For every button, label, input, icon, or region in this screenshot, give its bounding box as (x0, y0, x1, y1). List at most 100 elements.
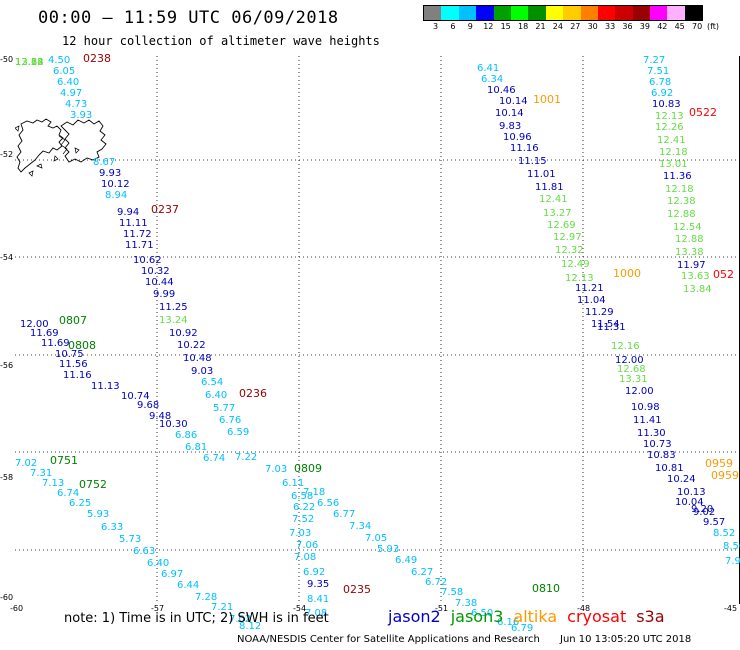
pass-time-label: 1000 (613, 267, 641, 280)
wave-height-value: 12.49 (561, 259, 590, 270)
map-plot-area: 4.50 6.05 6.40 4.97 4.73 3.93 8.67 9.93 10.12 8.9… (15, 52, 740, 634)
wave-height-value: 9.02 (693, 507, 716, 518)
wave-height-value: 9.48 (149, 411, 172, 422)
wave-height-value: 13.24 (159, 315, 188, 326)
wave-height-value: 11.16 (63, 370, 92, 381)
wave-height-value: 11.21 (575, 283, 604, 294)
wave-height-value: 11.16 (510, 143, 539, 154)
legend-swatch (632, 6, 651, 20)
wave-height-value: 12.26 (655, 122, 684, 133)
wave-height-value: 10.81 (655, 463, 684, 474)
legend-swatch (545, 6, 564, 20)
map-canvas (15, 56, 739, 604)
wave-height-value: 9.99 (153, 289, 176, 300)
wave-height-value: 7.28 (195, 592, 218, 603)
wave-height-value: 6.92 (303, 567, 326, 578)
satellite-legend-jason3: jason3 (450, 607, 504, 626)
wave-height-value: 11.13 (91, 381, 120, 392)
footer-timestamp: Jun 10 13:05:20 UTC 2018 (560, 634, 692, 645)
wave-height-value: 6.34 (481, 74, 504, 85)
wave-height-value: 12.54 (673, 222, 702, 233)
wave-height-value: 11.56 (59, 359, 88, 370)
wave-height-value: 7.38 (455, 598, 478, 609)
latitude-label: -50 (0, 55, 14, 64)
falkland-islands-landmass (15, 118, 107, 177)
legend-swatch (510, 6, 529, 20)
legend-swatch (476, 6, 494, 20)
wave-height-value: 8.41 (307, 594, 330, 605)
map-subtitle: 12 hour collection of altimeter wave hei… (62, 34, 380, 48)
latitude-label: -52 (0, 150, 14, 159)
wave-height-value: 6.81 (185, 442, 208, 453)
wave-height-value: 6.76 (219, 415, 242, 426)
legend-unit: (ft) (707, 22, 720, 31)
longitude-label: -60 (10, 604, 24, 613)
wave-height-value: 6.72 (425, 577, 448, 588)
legend-label: 12 (483, 22, 494, 31)
wave-height-value: 7.08 (294, 552, 317, 563)
legend-label: 9 (467, 22, 473, 31)
legend-swatch (528, 6, 546, 20)
wave-height-value: 11.29 (585, 307, 614, 318)
legend-label: 36 (622, 22, 633, 31)
wave-height-value: 9.93 (99, 168, 122, 179)
wave-height-value: 8.52 (713, 528, 736, 539)
wave-height-value: 5.77 (213, 403, 236, 414)
pass-time-label: 0809 (294, 462, 322, 475)
wave-height-value: 3.93 (70, 110, 93, 121)
wave-height-value: 10.73 (643, 439, 672, 450)
wave-height-value: 11.15 (518, 156, 547, 167)
pass-time-label: 0235 (343, 583, 371, 596)
legend-swatch (424, 6, 442, 20)
wave-height-value: 12.88 (675, 234, 704, 245)
wave-height-value: 6.59 (227, 427, 250, 438)
wave-height-value: 13.38 (675, 247, 704, 258)
pass-time-label: 0238 (83, 52, 111, 65)
pass-time-label: 0959 (705, 457, 733, 470)
wave-height-value: 9.94 (117, 207, 140, 218)
wave-height-value: 6.22 (293, 502, 316, 513)
pass-time-label: 0807 (59, 314, 87, 327)
wave-height-value: 5.73 (119, 534, 142, 545)
wave-height-value: 11.72 (123, 229, 152, 240)
wave-height-value: 6.92 (651, 88, 674, 99)
longitude-label: -51 (435, 604, 449, 613)
wave-height-value: 7.27 (643, 55, 666, 66)
wave-height-value: 10.30 (159, 419, 188, 430)
wave-height-value: 12.69 (547, 220, 576, 231)
satellite-legend-s3a: s3a (636, 607, 665, 626)
legend-swatch (650, 6, 668, 20)
wave-height-value: 9.20 (691, 504, 714, 515)
pass-time-label: 0752 (79, 478, 107, 491)
wave-height-value: 10.14 (499, 96, 528, 107)
wave-height-value: 10.83 (647, 450, 676, 461)
wave-height-value: 11.69 (41, 338, 70, 349)
wave-height-value: 7.02 (15, 458, 38, 469)
latitude-label: -54 (0, 253, 14, 262)
wave-height-value: 7.06 (296, 540, 319, 551)
longitude-label: -57 (151, 604, 165, 613)
pass-time-label: 0959 (711, 469, 739, 482)
wave-height-value: 8.12 (239, 621, 262, 632)
wave-height-value: 10.12 (101, 179, 130, 190)
latitude-label: -58 (0, 473, 14, 482)
wave-height-value: 7.97 (725, 556, 740, 567)
legend-swatch (667, 6, 685, 20)
legend-swatch (684, 6, 703, 20)
legend-label: 33 (605, 22, 616, 31)
legend-swatch (563, 6, 581, 20)
note-text: note: 1) Time is in UTC; 2) SWH is in fe… (64, 611, 329, 626)
wave-height-value: 6.97 (161, 569, 184, 580)
wave-height-value: 7.02 (229, 614, 252, 625)
wave-height-value: 9.35 (307, 579, 330, 590)
color-scale-legend (423, 5, 704, 21)
wave-height-value: 12.97 (553, 232, 582, 243)
wave-height-value: 12.00 (625, 386, 654, 397)
wave-height-value: 6.49 (395, 555, 418, 566)
wave-height-value: 10.13 (677, 487, 706, 498)
wave-height-value: 11.30 (637, 428, 666, 439)
wave-height-value: 6.41 (477, 63, 500, 74)
wave-height-value: 7.05 (365, 533, 388, 544)
wave-height-value: 7.21 (211, 602, 234, 613)
wave-height-value: 6.86 (175, 430, 198, 441)
